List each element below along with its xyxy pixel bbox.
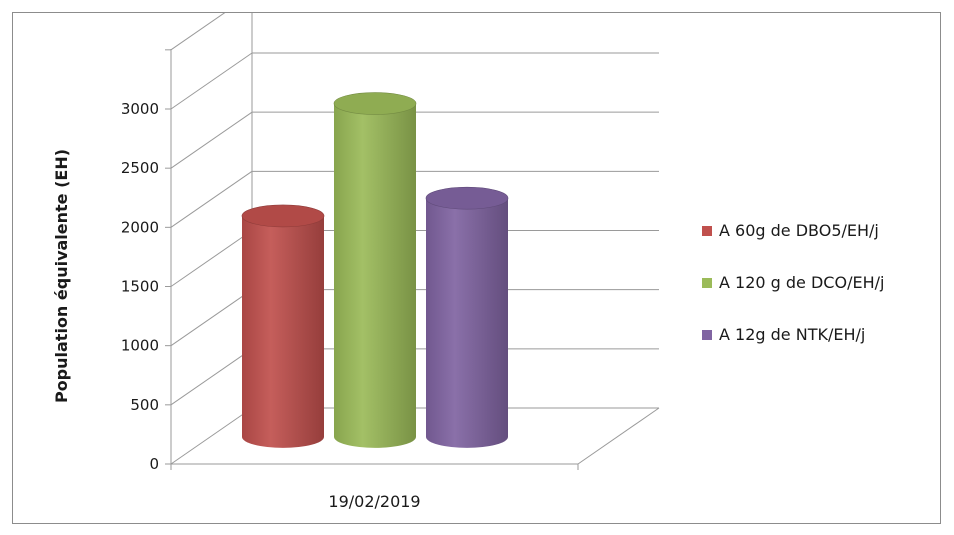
bar-1	[241, 204, 325, 448]
legend-swatch	[702, 330, 712, 340]
x-category-label: 19/02/2019	[328, 492, 420, 511]
bar-3	[425, 186, 509, 448]
y-tick-label: 2000	[121, 218, 159, 236]
y-axis-title: Population équivalente (EH)	[52, 149, 71, 403]
legend: A 60g de DBO5/EH/j A 120 g de DCO/EH/j A 1…	[702, 221, 884, 344]
x-category-labels: 19/02/2019	[328, 492, 420, 511]
bar-2	[333, 92, 417, 448]
legend-label: A 60g de DBO5/EH/j	[719, 221, 879, 240]
gridline-side	[170, 170, 253, 228]
chart-walls	[170, 13, 660, 470]
bar-top	[425, 186, 509, 210]
y-tick-label: 2500	[121, 159, 159, 177]
gridline-side	[170, 111, 253, 169]
bar-body	[334, 103, 416, 448]
gridline-side	[170, 289, 253, 347]
chart-frame: 0 500 1000 1500 2000 2500 3000 19/02/2019 Popu…	[12, 12, 941, 524]
y-tick-label: 1500	[121, 278, 159, 296]
y-tick-label: 1000	[121, 337, 159, 355]
legend-swatch	[702, 226, 712, 236]
bar-body	[426, 198, 508, 448]
y-tick-label: 500	[130, 396, 159, 414]
gridline-side	[170, 230, 253, 287]
legend-label: A 12g de NTK/EH/j	[719, 325, 865, 344]
floor-right-edge	[577, 407, 660, 465]
bar-top	[241, 204, 325, 228]
bar-body	[242, 215, 324, 448]
gridline-side	[170, 407, 253, 465]
legend-swatch	[702, 278, 712, 288]
chart-svg: 0 500 1000 1500 2000 2500 3000 19/02/2019 Popu…	[52, 13, 884, 511]
bars	[241, 92, 509, 448]
gridline-side	[170, 52, 253, 110]
y-tick-labels: 0 500 1000 1500 2000 2500 3000	[121, 100, 159, 473]
bar-top	[333, 92, 417, 115]
gridline-side	[170, 13, 226, 51]
legend-label: A 120 g de DCO/EH/j	[719, 273, 884, 292]
y-tick-label: 0	[149, 455, 159, 473]
y-tick-label: 3000	[121, 100, 159, 118]
gridline-side	[170, 348, 253, 406]
